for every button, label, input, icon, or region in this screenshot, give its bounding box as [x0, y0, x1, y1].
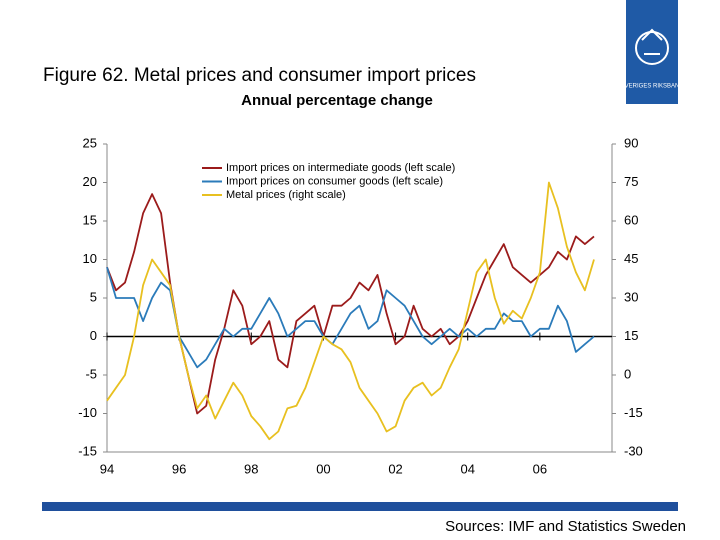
y-tick-label: 20 [83, 174, 97, 189]
logo-background [626, 0, 678, 104]
y2-tick-label: -30 [624, 443, 643, 458]
legend-label: Metal prices (right scale) [226, 189, 346, 201]
source: Sources: IMF and Statistics Sweden [445, 518, 686, 535]
x-tick-label: 04 [460, 461, 474, 476]
logo-text: SVERIGES RIKSBANK [621, 84, 684, 90]
x-tick-label: 94 [100, 461, 114, 476]
x-tick-label: 00 [316, 461, 330, 476]
logo-crown [641, 28, 663, 55]
y2-tick-label: 0 [624, 366, 631, 381]
legend-label: Import prices on consumer goods (left sc… [226, 175, 443, 187]
x-tick-label: 96 [172, 461, 186, 476]
series-line [106, 266, 595, 369]
y2-tick-label: -15 [624, 405, 643, 420]
y-tick-label: -15 [78, 443, 97, 458]
y-tick-label: 25 [83, 135, 97, 150]
y2-tick-label: 90 [624, 135, 638, 150]
y2-tick-label: 75 [624, 174, 638, 189]
y-tick-label: -5 [85, 366, 97, 381]
y2-tick-label: 45 [624, 251, 638, 266]
x-tick-label: 98 [244, 461, 258, 476]
y2-tick-label: 30 [624, 289, 638, 304]
chart-title: Figure 62. Metal prices and consumer imp… [43, 65, 476, 86]
series-line [106, 181, 595, 441]
chart-subtitle: Annual percentage change [241, 92, 433, 109]
footer-bar [42, 502, 678, 511]
logo-emblem [635, 31, 669, 65]
logo: SVERIGES RIKSBANK [621, 0, 684, 104]
y-tick-label: 5 [90, 289, 97, 304]
y2-tick-label: 15 [624, 328, 638, 343]
series-line [106, 193, 595, 415]
y-tick-label: 15 [83, 212, 97, 227]
x-tick-label: 02 [388, 461, 402, 476]
y-tick-label: -10 [78, 405, 97, 420]
x-tick-label: 06 [533, 461, 547, 476]
y-tick-label: 0 [90, 328, 97, 343]
y-tick-label: 10 [83, 251, 97, 266]
y2-tick-label: 60 [624, 212, 638, 227]
legend-label: Import prices on intermediate goods (lef… [226, 162, 455, 174]
